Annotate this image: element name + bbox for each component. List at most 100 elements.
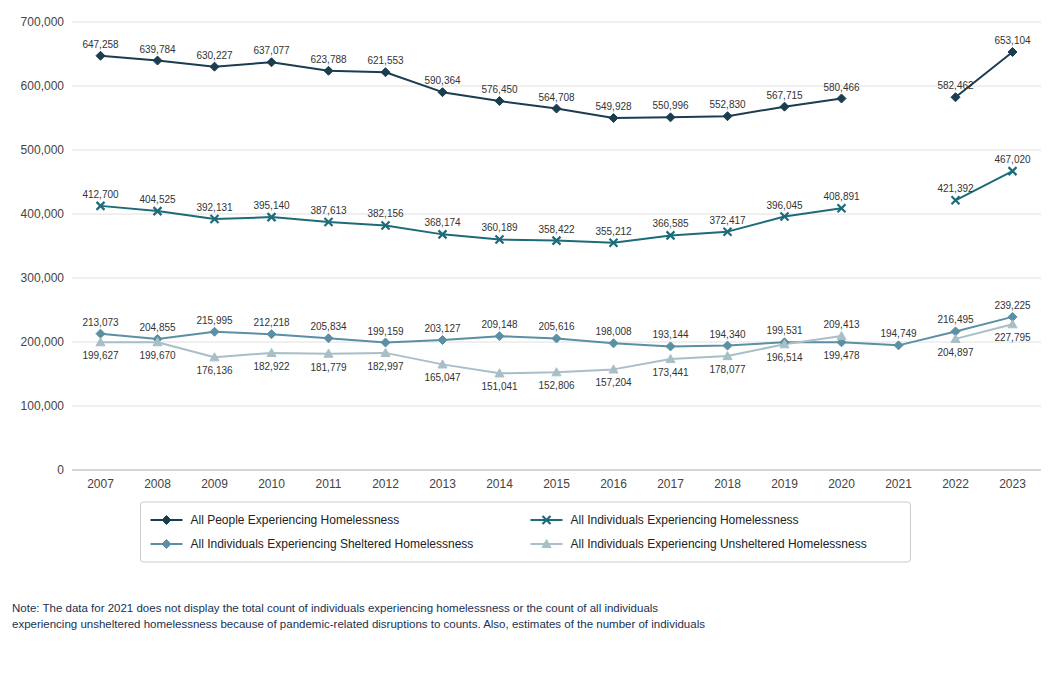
data-label: 199,627 [82,350,119,361]
point [952,196,960,204]
x-tick-label: 2019 [771,477,798,491]
data-label: 564,708 [538,92,575,103]
point [552,104,561,113]
point [267,330,276,339]
data-label: 157,204 [595,377,632,388]
data-label: 213,073 [82,317,119,328]
data-label: 395,140 [253,200,290,211]
data-label: 165,047 [424,372,461,383]
data-label: 567,715 [766,90,803,101]
data-label: 653,104 [994,35,1031,46]
data-label: 576,450 [481,84,518,95]
legend-label: All People Experiencing Homelessness [191,513,400,527]
point [552,334,561,343]
point [97,202,105,210]
grid-line [72,150,1041,151]
x-tick-label: 2020 [828,477,855,491]
point [154,207,162,215]
data-label: 360,189 [481,222,518,233]
data-label: 366,585 [652,218,689,229]
data-label: 358,422 [538,224,575,235]
point [210,62,219,71]
y-tick-label: 700,000 [21,15,65,29]
legend-marker [162,540,171,549]
point [381,68,390,77]
data-label: 209,413 [823,319,860,330]
x-tick-label: 2018 [714,477,741,491]
x-tick-label: 2014 [486,477,513,491]
point [496,235,504,243]
y-tick-label: 400,000 [21,207,65,221]
data-label: 550,996 [652,100,689,111]
point [723,341,732,350]
point [96,338,105,346]
point [837,331,846,339]
x-tick-label: 2012 [372,477,399,491]
data-label: 355,212 [595,226,632,237]
series-line [101,52,1013,118]
data-label: 182,922 [253,361,290,372]
point [210,353,219,361]
point [153,56,162,65]
data-label: 372,417 [709,215,746,226]
legend-marker [162,516,171,525]
point [724,228,732,236]
x-tick-label: 2023 [999,477,1026,491]
point [666,354,675,362]
data-label: 215,995 [196,315,233,326]
x-axis-line [72,470,1041,471]
point [267,58,276,67]
x-tick-label: 2015 [543,477,570,491]
point [439,230,447,238]
point [324,66,333,75]
x-tick-label: 2010 [258,477,285,491]
series-line [101,171,1013,243]
point [495,97,504,106]
data-label: 173,441 [652,367,689,378]
legend-box [141,502,911,562]
point [381,348,390,356]
data-label: 239,225 [994,300,1031,311]
grid-line [72,406,1041,407]
data-label: 396,045 [766,200,803,211]
point [781,213,789,221]
data-label: 203,127 [424,323,461,334]
legend-label: All Individuals Experiencing Homelessnes… [571,513,799,527]
plot-area [96,48,1017,377]
data-label: 181,779 [310,362,347,373]
legend-label: All Individuals Experiencing Unsheltered… [571,537,867,551]
point [268,213,276,221]
data-label: 368,174 [424,217,461,228]
point [838,204,846,212]
x-tick-label: 2008 [144,477,171,491]
data-label: 199,670 [139,350,176,361]
data-label: 552,830 [709,99,746,110]
point [723,112,732,121]
data-label: 216,495 [937,314,974,325]
data-label: 387,613 [310,205,347,216]
y-tick-label: 200,000 [21,335,65,349]
point [610,239,618,247]
y-tick-label: 600,000 [21,79,65,93]
data-label: 404,525 [139,194,176,205]
point [153,338,162,346]
point [837,94,846,103]
grid-line [72,470,1041,471]
point [951,334,960,342]
data-label: 205,834 [310,321,347,332]
data-label: 467,020 [994,154,1031,165]
legend-marker [542,540,551,548]
point [894,341,903,350]
chart: 0100,000200,000300,000400,000500,000600,… [0,0,1061,675]
x-tick-label: 2011 [316,477,342,491]
legend: All People Experiencing Homelessness All … [141,502,911,562]
point [382,221,390,229]
point [609,339,618,348]
point [780,102,789,111]
data-label: 151,041 [481,381,518,392]
point [211,215,219,223]
point [951,93,960,102]
point [666,113,675,122]
point [438,335,447,344]
data-label: 582,462 [937,80,974,91]
